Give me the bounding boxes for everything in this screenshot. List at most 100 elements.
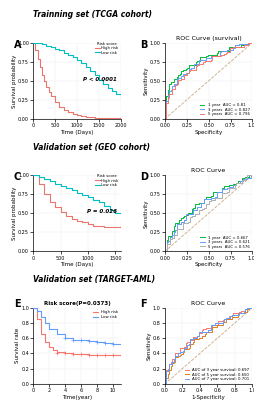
Y-axis label: Sensitivity: Sensitivity bbox=[146, 332, 151, 360]
3 years  AUC = 0.621 bbox=[166, 238, 169, 243]
5 years  AUC = 0.576 bbox=[198, 208, 201, 212]
AUC of 7 year survival: 0.701: (0, 0): 0.701: (0, 0) bbox=[163, 382, 166, 386]
5 years  AUC = 0.576 bbox=[220, 191, 223, 196]
5 years  AUC = 0.576 bbox=[239, 177, 242, 182]
1 year  AUC = 0.667 bbox=[166, 233, 169, 238]
5 years  AUC = 0.796 bbox=[250, 40, 253, 45]
AUC of 7 year survival: 0.701: (0.288, 0.589): 0.701: (0.288, 0.589) bbox=[188, 337, 191, 342]
Y-axis label: Survival probability: Survival probability bbox=[12, 54, 17, 108]
3 years  AUC = 0.621 bbox=[189, 212, 192, 217]
3 years  AUC = 0.621 bbox=[225, 186, 228, 190]
Text: P = 0.026: P = 0.026 bbox=[87, 209, 117, 214]
Text: E: E bbox=[14, 298, 20, 308]
3 years  AUC = 0.621 bbox=[175, 222, 178, 226]
1 year  AUC = 0.667 bbox=[186, 211, 189, 216]
Legend: 1 year  AUC = 0.81, 3 years  AUC = 0.827, 5 years  AUC = 0.796: 1 year AUC = 0.81, 3 years AUC = 0.827, … bbox=[198, 102, 249, 117]
5 years  AUC = 0.796 bbox=[177, 78, 180, 82]
3 years  AUC = 0.621 bbox=[191, 207, 194, 212]
5 years  AUC = 0.576 bbox=[227, 186, 230, 190]
5 years  AUC = 0.576 bbox=[246, 173, 249, 178]
3 years  AUC = 0.621 bbox=[170, 233, 173, 238]
5 years  AUC = 0.576 bbox=[182, 221, 185, 226]
5 years  AUC = 0.576 bbox=[209, 197, 212, 202]
1 year  AUC = 0.667 bbox=[220, 186, 223, 191]
Text: C: C bbox=[14, 172, 21, 182]
1 year  AUC = 0.667 bbox=[246, 173, 249, 178]
1 year  AUC = 0.81 bbox=[163, 116, 166, 121]
3 years  AUC = 0.621 bbox=[211, 196, 214, 200]
1 year  AUC = 0.667 bbox=[241, 175, 244, 180]
1 year  AUC = 0.667 bbox=[245, 174, 248, 179]
5 years  AUC = 0.796 bbox=[191, 68, 194, 73]
5 years  AUC = 0.576 bbox=[195, 211, 198, 216]
5 years  AUC = 0.576 bbox=[245, 173, 248, 178]
5 years  AUC = 0.576 bbox=[177, 226, 180, 231]
1 year  AUC = 0.667 bbox=[195, 201, 198, 206]
AUC of 7 year survival: 0.701: (0.254, 0.514): 0.701: (0.254, 0.514) bbox=[185, 342, 188, 347]
1 year  AUC = 0.667 bbox=[187, 210, 190, 215]
X-axis label: 1-Specificity: 1-Specificity bbox=[191, 394, 225, 400]
5 years  AUC = 0.576 bbox=[173, 232, 176, 237]
3 years  AUC = 0.621 bbox=[184, 212, 187, 217]
3 years  AUC = 0.621 bbox=[164, 240, 167, 244]
Text: A: A bbox=[14, 40, 21, 50]
3 years  AUC = 0.621 bbox=[250, 173, 253, 178]
3 years  AUC = 0.621 bbox=[246, 176, 249, 180]
3 years  AUC = 0.621 bbox=[198, 200, 201, 205]
5 years  AUC = 0.576 bbox=[175, 226, 178, 231]
Line: AUC of 3 year survival: 0.697: AUC of 3 year survival: 0.697 bbox=[164, 308, 251, 384]
1 year  AUC = 0.667 bbox=[250, 173, 253, 178]
AUC of 3 year survival: 0.697: (0.288, 0.575): 0.697: (0.288, 0.575) bbox=[188, 338, 191, 342]
5 years  AUC = 0.576 bbox=[193, 211, 196, 216]
3 years  AUC = 0.621 bbox=[186, 212, 189, 217]
5 years  AUC = 0.576 bbox=[241, 177, 244, 182]
1 year  AUC = 0.667 bbox=[198, 200, 201, 205]
Title: Risk score(P=0.0373): Risk score(P=0.0373) bbox=[43, 301, 110, 306]
1 year  AUC = 0.667 bbox=[230, 181, 233, 186]
1 year  AUC = 0.667 bbox=[191, 206, 194, 210]
3 years  AUC = 0.621 bbox=[214, 190, 217, 194]
1 year  AUC = 0.81 bbox=[250, 40, 253, 45]
5 years  AUC = 0.576 bbox=[163, 249, 166, 254]
Y-axis label: Sensitivity: Sensitivity bbox=[143, 66, 148, 95]
5 years  AUC = 0.796 bbox=[188, 68, 191, 73]
1 year  AUC = 0.81 bbox=[191, 63, 194, 68]
5 years  AUC = 0.576 bbox=[189, 214, 192, 219]
3 years  AUC = 0.621 bbox=[227, 185, 230, 190]
1 year  AUC = 0.667 bbox=[180, 214, 183, 219]
3 years  AUC = 0.621 bbox=[202, 197, 205, 202]
1 year  AUC = 0.667 bbox=[218, 190, 221, 195]
1 year  AUC = 0.81 bbox=[217, 48, 220, 53]
1 year  AUC = 0.81 bbox=[192, 63, 195, 68]
5 years  AUC = 0.576 bbox=[166, 241, 169, 246]
Text: F: F bbox=[140, 298, 146, 308]
1 year  AUC = 0.667 bbox=[184, 212, 187, 217]
AUC of 5 year survival: 0.650: (0, 0): 0.650: (0, 0) bbox=[163, 382, 166, 386]
X-axis label: Time(year): Time(year) bbox=[62, 394, 92, 400]
5 years  AUC = 0.576 bbox=[234, 181, 237, 186]
Title: ROC Curve: ROC Curve bbox=[191, 168, 225, 173]
5 years  AUC = 0.576 bbox=[248, 173, 251, 178]
Text: Validation set (TARGET-AML): Validation set (TARGET-AML) bbox=[33, 275, 155, 284]
1 year  AUC = 0.667 bbox=[179, 216, 182, 220]
Text: Trainning set (TCGA cohort): Trainning set (TCGA cohort) bbox=[33, 10, 152, 19]
AUC of 7 year survival: 0.701: (0.322, 0.599): 0.701: (0.322, 0.599) bbox=[191, 336, 194, 341]
AUC of 3 year survival: 0.697: (0, 0): 0.697: (0, 0) bbox=[163, 382, 166, 386]
5 years  AUC = 0.796 bbox=[185, 70, 188, 75]
X-axis label: Time (Days): Time (Days) bbox=[60, 130, 93, 134]
1 year  AUC = 0.667 bbox=[213, 190, 216, 195]
3 years  AUC = 0.621 bbox=[182, 217, 185, 222]
1 year  AUC = 0.667 bbox=[193, 202, 196, 206]
X-axis label: Time (Days): Time (Days) bbox=[60, 262, 93, 267]
1 year  AUC = 0.667 bbox=[163, 249, 166, 254]
5 years  AUC = 0.576 bbox=[225, 190, 228, 194]
1 year  AUC = 0.81 bbox=[185, 66, 188, 70]
3 years  AUC = 0.827 bbox=[188, 66, 191, 71]
3 years  AUC = 0.827 bbox=[191, 65, 194, 70]
AUC of 5 year survival: 0.650: (1, 1): 0.650: (1, 1) bbox=[250, 305, 253, 310]
5 years  AUC = 0.576 bbox=[223, 191, 226, 196]
3 years  AUC = 0.621 bbox=[216, 190, 219, 194]
3 years  AUC = 0.621 bbox=[205, 197, 208, 202]
Y-axis label: Survival probability: Survival probability bbox=[12, 187, 17, 240]
Line: AUC of 7 year survival: 0.701: AUC of 7 year survival: 0.701 bbox=[164, 308, 251, 384]
